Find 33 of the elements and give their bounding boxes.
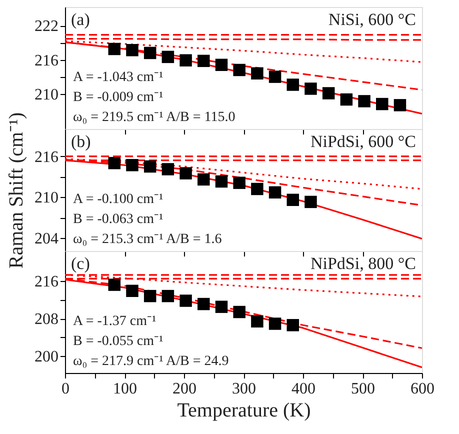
x-tick-label: 500 — [351, 380, 375, 398]
x-tick-label: 400 — [292, 380, 316, 398]
x-tick-label: 0 — [62, 380, 70, 398]
annotation: B = -0.009 cm⁻¹ — [73, 90, 164, 105]
y-tick-label: 210 — [34, 86, 58, 104]
annotation: B = -0.055 cm⁻¹ — [73, 334, 164, 349]
annotation: ω₀ = 219.5 cm⁻¹ A/B = 115.0 — [73, 110, 236, 125]
y-tick-label: 222 — [34, 18, 58, 36]
x-tick-label: 300 — [232, 380, 256, 398]
annotation: A = -1.37 cm⁻¹ — [73, 314, 156, 329]
x-tick-label: 600 — [410, 380, 434, 398]
x-tick-label: 200 — [172, 380, 196, 398]
annotation: (c) — [71, 254, 90, 273]
x-axis-title: Temperature (K) — [177, 400, 311, 422]
annotation: ω₀ = 217.9 cm⁻¹ A/B = 24.9 — [73, 354, 229, 369]
annotation: (a) — [71, 10, 90, 29]
y-axis-title: Raman Shift (cm⁻¹) — [6, 112, 28, 269]
annotation: NiPdSi, 800 °C — [310, 254, 416, 273]
y-tick-label: 200 — [34, 348, 58, 366]
annotation: NiSi, 600 °C — [328, 10, 416, 29]
y-tick-label: 208 — [34, 311, 58, 328]
y-tick-label: 204 — [34, 230, 58, 248]
y-tick-label: 216 — [34, 148, 58, 166]
y-tick-label: 210 — [34, 190, 58, 207]
annotation: (b) — [71, 132, 91, 151]
annotation: A = -0.100 cm⁻¹ — [73, 192, 164, 207]
annotation: NiPdSi, 600 °C — [310, 132, 416, 151]
annotation: ω₀ = 215.3 cm⁻¹ A/B = 1.6 — [73, 232, 222, 247]
y-tick-label: 216 — [34, 274, 58, 291]
x-tick-label: 100 — [113, 380, 137, 398]
y-tick-label: 216 — [34, 52, 58, 70]
annotation: A = -1.043 cm⁻¹ — [73, 70, 164, 85]
annotation: B = -0.063 cm⁻¹ — [73, 212, 164, 227]
